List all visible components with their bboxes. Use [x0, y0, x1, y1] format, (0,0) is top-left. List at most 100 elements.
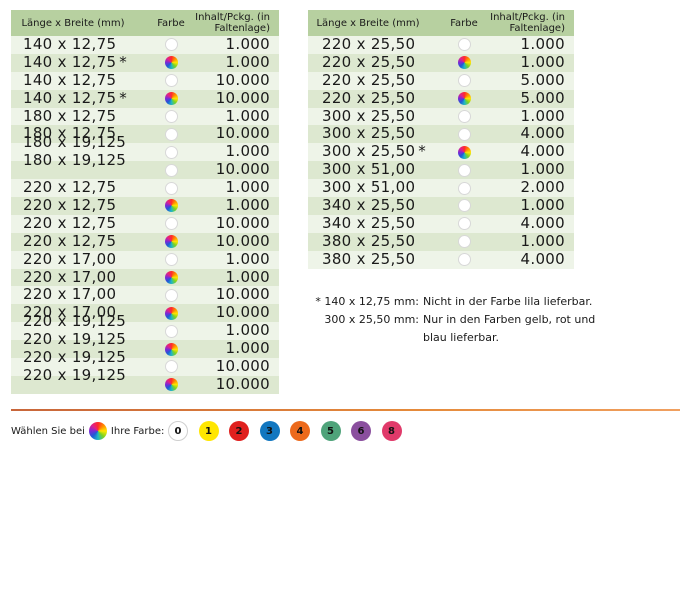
color-cell: [149, 342, 193, 356]
size-cell: 220 x 19,125: [23, 330, 127, 349]
white-circle-icon: [164, 288, 178, 302]
color-cell: [149, 235, 193, 249]
size-table-right: Länge x Breite (mm) Farbe Inhalt/Pckg. (…: [308, 10, 574, 269]
color-cell: [440, 92, 488, 106]
quantity-cell: 10.000: [215, 160, 270, 179]
white-circle-icon: [164, 360, 178, 374]
table-row: 220 x 19,125 1.000: [11, 330, 279, 359]
color-wheel-icon: [164, 56, 178, 70]
color-wheel-icon: [457, 92, 471, 106]
size-cell: 180 x 19,125: [23, 151, 127, 170]
size-cell: 220 x 19,125: [23, 365, 127, 384]
color-cell: [149, 110, 193, 123]
table-row: 220 x 25,50 1.000: [308, 35, 574, 54]
color-cell: [149, 378, 193, 392]
size-cell: 220 x 12,75: [23, 231, 117, 250]
table-body: 140 x 12,75 1.000 140 x 12,75 * 1.000 140 x 1…: [11, 35, 279, 394]
color-cell: [149, 38, 193, 52]
color-cell: [149, 217, 193, 231]
table-row: 220 x 25,50 5.000: [308, 88, 574, 108]
size-cell: 140 x 12,75: [23, 70, 117, 89]
white-circle-icon: [164, 181, 178, 195]
white-circle-icon: [457, 181, 471, 195]
size-table-left: Länge x Breite (mm) Farbe Inhalt/Pckg. (…: [11, 10, 279, 394]
table-row: 340 x 25,50 4.000: [308, 213, 574, 233]
quantity-cell: 1.000: [520, 160, 565, 179]
color-cell: [149, 145, 193, 159]
quantity-cell: 4.000: [520, 124, 565, 143]
table-row: 380 x 25,50 4.000: [308, 250, 574, 269]
footnote-marker: *: [418, 142, 427, 161]
white-circle-icon: [457, 253, 471, 267]
header-size: Länge x Breite (mm): [316, 17, 420, 29]
footnote-marker: *: [119, 52, 128, 71]
color-swatch-1[interactable]: 1: [198, 421, 219, 441]
color-cell: [440, 127, 488, 141]
size-cell: 220 x 17,00: [23, 303, 117, 322]
quantity-cell: 1.000: [225, 178, 270, 197]
white-circle-icon: [164, 253, 178, 267]
table-row: 180 x 12,75 1.000: [11, 107, 279, 126]
quantity-cell: 1.000: [225, 52, 270, 71]
table-row: 180 x 12,75 10.000: [11, 125, 279, 144]
table-row: 180 x 19,125 10.000: [11, 151, 279, 180]
color-swatch-3[interactable]: 3: [259, 421, 280, 441]
color-cell: [149, 163, 193, 177]
white-circle-icon: [457, 110, 471, 123]
color-cell: [149, 74, 193, 88]
quantity-cell: 10.000: [215, 285, 270, 304]
white-circle-icon: [164, 127, 178, 141]
table-row: 300 x 25,50 * 4.000: [308, 142, 574, 162]
size-cell: 300 x 51,00: [322, 160, 416, 179]
table-row: 140 x 12,75 * 1.000: [11, 52, 279, 72]
color-wheel-icon: [457, 56, 471, 70]
table-row: 220 x 19,125 10.000: [11, 348, 279, 376]
color-cell: [149, 92, 193, 106]
quantity-cell: 10.000: [215, 88, 270, 107]
color-cell: [149, 306, 193, 320]
white-circle-icon: [164, 145, 178, 159]
white-circle-icon: [457, 217, 471, 231]
color-cell: [440, 199, 488, 213]
color-cell: [149, 199, 193, 213]
header-color: Farbe: [157, 17, 185, 29]
color-swatch-6[interactable]: 6: [351, 421, 371, 441]
color-wheel-icon: [164, 199, 178, 213]
table-row: 300 x 51,00 1.000: [308, 160, 574, 180]
color-cell: [440, 163, 488, 177]
color-cell: [149, 127, 193, 141]
header-quantity: Inhalt/Pckg. (in Faltenlage): [195, 12, 270, 34]
quantity-cell: 5.000: [520, 88, 565, 107]
color-cell: [440, 56, 488, 70]
color-cell: [440, 235, 488, 249]
divider-line: [11, 409, 680, 411]
white-circle-icon: [164, 38, 178, 52]
quantity-cell: 4.000: [520, 142, 565, 161]
size-cell: 220 x 17,00: [23, 285, 117, 304]
quantity-cell: 1.000: [225, 249, 270, 268]
color-swatch-4[interactable]: 4: [290, 421, 310, 441]
color-swatch-8[interactable]: 8: [381, 421, 402, 441]
color-swatch-5[interactable]: 5: [320, 421, 341, 441]
color-swatch-2[interactable]: 2: [229, 421, 249, 441]
color-cell: [440, 217, 488, 231]
quantity-cell: 1.000: [225, 196, 270, 215]
size-cell: 220 x 25,50: [322, 52, 416, 71]
color-wheel-icon: [164, 235, 178, 249]
table-row: 300 x 25,50 1.000: [308, 107, 574, 126]
table-body: 220 x 25,50 1.000 220 x 25,50 1.000 220 x 25…: [308, 35, 574, 269]
table-row: 340 x 25,50 1.000: [308, 196, 574, 215]
quantity-cell: 5.000: [520, 70, 565, 89]
footnote-text-3: blau lieferbar.: [423, 331, 500, 344]
table-row: 140 x 12,75 1.000: [11, 35, 279, 54]
quantity-cell: 1.000: [520, 52, 565, 71]
color-swatch-0[interactable]: 0: [168, 421, 188, 441]
white-circle-icon: [164, 110, 178, 123]
table-row: 140 x 12,75 * 10.000: [11, 88, 279, 108]
color-cell: [149, 181, 193, 195]
color-cell: [149, 253, 193, 267]
size-cell: 220 x 17,00: [23, 249, 117, 268]
color-wheel-icon: [164, 378, 178, 392]
legend-prefix: Wählen Sie bei: [11, 425, 85, 437]
quantity-cell: 4.000: [520, 213, 565, 232]
